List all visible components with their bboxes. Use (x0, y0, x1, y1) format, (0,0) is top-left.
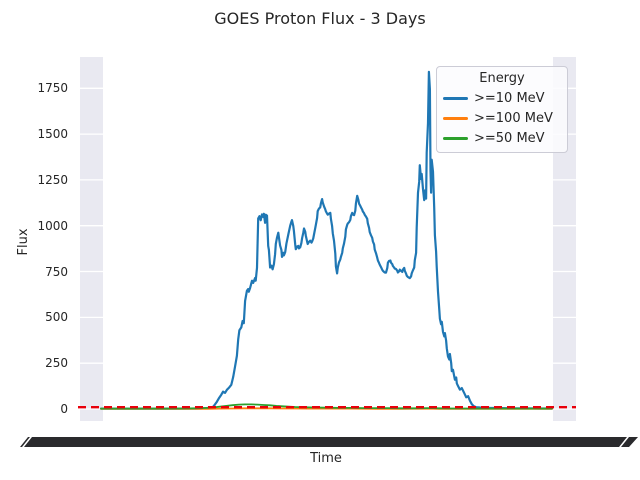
legend-entry: >=50 MeV (443, 128, 561, 148)
y-tick-label: 1250 (37, 173, 68, 187)
legend: Energy >=10 MeV >=100 MeV >=50 MeV (436, 66, 568, 153)
chart-title: GOES Proton Flux - 3 Days (214, 9, 426, 28)
x-axis-label: Time (310, 451, 342, 466)
legend-swatch (443, 116, 468, 120)
legend-entry: >=10 MeV (443, 88, 561, 108)
y-tick-label: 750 (45, 265, 68, 279)
y-tick-label: 1000 (37, 219, 68, 233)
plot-svg (76, 57, 576, 421)
legend-label: >=10 MeV (474, 90, 545, 106)
legend-title: Energy (479, 71, 525, 86)
y-tick-label: 1750 (37, 81, 68, 95)
y-tick-label: 1500 (37, 127, 68, 141)
series-line-10-mev (99, 70, 554, 410)
legend-swatch (443, 96, 468, 100)
y-tick-label: 500 (45, 310, 68, 324)
xtick-label-band-shape (20, 437, 638, 447)
xtick-label-band (20, 437, 638, 447)
legend-label: >=100 MeV (474, 110, 553, 126)
edge-band (80, 57, 103, 421)
legend-entry: >=100 MeV (443, 108, 561, 128)
y-tick-label: 0 (60, 402, 68, 416)
legend-swatch (443, 136, 468, 140)
xtick-label-band-slit-right (619, 437, 629, 447)
plot-area (76, 57, 576, 421)
legend-label: >=50 MeV (474, 130, 545, 146)
y-tick-label: 250 (45, 356, 68, 370)
xtick-label-band-slit-left (22, 437, 32, 447)
